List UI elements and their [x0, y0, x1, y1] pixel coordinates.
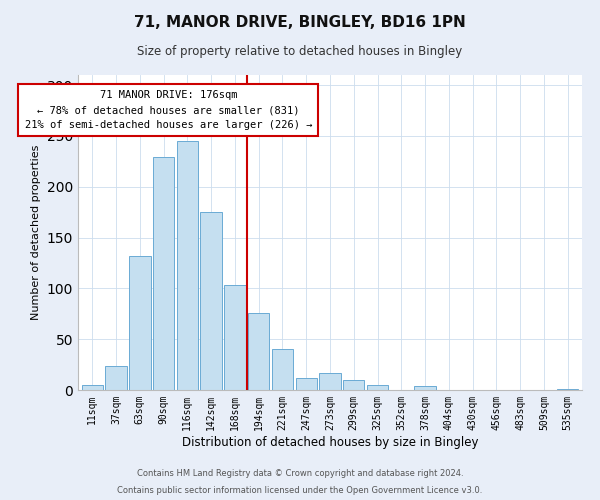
Text: Contains public sector information licensed under the Open Government Licence v3: Contains public sector information licen…: [118, 486, 482, 495]
Bar: [415, 386, 436, 390]
X-axis label: Distribution of detached houses by size in Bingley: Distribution of detached houses by size …: [182, 436, 478, 448]
Bar: [296, 378, 317, 390]
Bar: [319, 372, 341, 390]
Bar: [224, 286, 245, 390]
Bar: [557, 389, 578, 390]
Bar: [106, 366, 127, 390]
Bar: [82, 385, 103, 390]
Y-axis label: Number of detached properties: Number of detached properties: [31, 145, 41, 320]
Text: Size of property relative to detached houses in Bingley: Size of property relative to detached ho…: [137, 45, 463, 58]
Text: 71 MANOR DRIVE: 176sqm
← 78% of detached houses are smaller (831)
21% of semi-de: 71 MANOR DRIVE: 176sqm ← 78% of detached…: [25, 90, 312, 130]
Bar: [176, 141, 198, 390]
Bar: [272, 350, 293, 390]
Text: Contains HM Land Registry data © Crown copyright and database right 2024.: Contains HM Land Registry data © Crown c…: [137, 468, 463, 477]
Bar: [367, 385, 388, 390]
Bar: [248, 313, 269, 390]
Bar: [153, 158, 174, 390]
Bar: [200, 212, 222, 390]
Bar: [129, 256, 151, 390]
Bar: [343, 380, 364, 390]
Text: 71, MANOR DRIVE, BINGLEY, BD16 1PN: 71, MANOR DRIVE, BINGLEY, BD16 1PN: [134, 15, 466, 30]
